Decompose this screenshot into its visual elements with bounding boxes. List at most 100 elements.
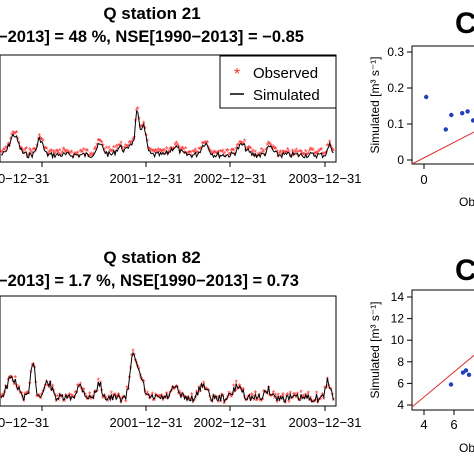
observed-point: * [27, 390, 31, 400]
observed-point: * [24, 390, 28, 400]
observed-point: * [159, 147, 163, 157]
scatter-y-label: Simulated [m³ s⁻¹] [368, 56, 382, 153]
observed-point: * [244, 147, 248, 157]
observed-point: * [326, 141, 330, 151]
observed-point: * [312, 150, 316, 160]
observed-point: * [172, 144, 176, 154]
observed-point: * [81, 148, 85, 158]
observed-point: * [60, 148, 64, 158]
observed-point: * [198, 145, 202, 155]
one-to-one-line [411, 131, 474, 165]
observed-point: * [316, 399, 320, 409]
observed-point: * [86, 396, 90, 406]
scatter-point [443, 127, 448, 132]
observed-point: * [131, 347, 135, 357]
x-tick-label: 2003−12−31 [288, 415, 361, 430]
observed-point: * [128, 139, 132, 149]
observed-point: * [303, 150, 307, 160]
observed-point: * [63, 147, 67, 157]
observed-point: * [332, 147, 336, 157]
scatter-y-axis: 4 6 8 10 12 14 [391, 290, 412, 412]
observed-point: * [200, 145, 204, 155]
scatter-point [466, 372, 472, 377]
observed-point: * [22, 149, 26, 159]
observed-point: * [252, 396, 256, 406]
observed-point: * [180, 390, 184, 400]
observed-point: * [227, 150, 231, 160]
observed-point: * [62, 397, 66, 407]
observed-point: * [164, 394, 168, 404]
observed-point: * [249, 144, 253, 154]
observed-point: * [304, 148, 308, 158]
observed-point: * [308, 147, 312, 157]
observed-point: * [57, 150, 61, 160]
observed-point: * [125, 384, 129, 394]
observed-point: * [201, 140, 205, 150]
observed-point: * [94, 144, 98, 154]
y-tick-label: 10 [391, 333, 405, 347]
observed-point: * [171, 384, 175, 394]
observed-point: * [220, 148, 224, 158]
scatter-y-label: Simulated [m³ s⁻¹] [368, 301, 382, 398]
observed-point: * [144, 391, 148, 401]
observed-point: * [206, 138, 210, 148]
observed-point: * [318, 395, 322, 405]
observed-point: * [250, 391, 254, 401]
observed-point: * [16, 386, 20, 396]
legend: * Observed Simulated [219, 55, 337, 109]
observed-point: * [237, 384, 241, 394]
observed-point: * [202, 140, 206, 150]
observed-point: * [203, 138, 207, 148]
observed-point: * [166, 395, 170, 405]
observed-point: * [256, 395, 260, 405]
observed-point: * [149, 146, 153, 156]
observed-point: * [328, 384, 332, 394]
observed-point: * [112, 143, 116, 153]
scatter-y-axis: 0 0.1 0.2 0.3 [387, 45, 412, 167]
y-tick-label: 0.2 [387, 81, 404, 95]
observed-point: * [29, 368, 33, 378]
simulated-series-line [0, 351, 334, 404]
observed-point: * [56, 392, 60, 402]
legend-simulated-label: Simulated [253, 87, 320, 104]
observed-point: * [56, 147, 60, 157]
observed-point: * [268, 140, 272, 150]
observed-point: * [309, 145, 313, 155]
observed-point: * [88, 389, 92, 399]
observed-point: * [302, 151, 306, 161]
observed-point: * [332, 396, 336, 406]
observed-point: * [48, 147, 52, 157]
observed-point: * [322, 395, 326, 405]
observed-point: * [47, 148, 51, 158]
observed-point: * [219, 398, 223, 408]
x-tick-label: 00−12−31 [0, 415, 49, 430]
observed-point: * [263, 388, 267, 398]
observed-point: * [54, 147, 58, 157]
observed-point: * [100, 139, 104, 149]
observed-point: * [32, 146, 36, 156]
observed-point: * [198, 388, 202, 398]
observed-point: * [323, 149, 327, 159]
panel-letter: C [455, 254, 474, 287]
observed-point: * [58, 146, 62, 156]
observed-point: * [140, 123, 144, 133]
observed-point: * [245, 396, 249, 406]
observed-point: * [12, 381, 16, 391]
observed-point: * [22, 397, 26, 407]
observed-point: * [197, 145, 201, 155]
observed-point: * [255, 396, 259, 406]
chart-subtitle: −2013] = 1.7 %, NSE[1990−2013] = 0.73 [0, 272, 299, 290]
observed-point: * [105, 396, 109, 406]
chart-title: Q station 21 [103, 4, 200, 23]
scatter-point [463, 368, 469, 373]
observed-point: * [161, 147, 165, 157]
observed-point: * [275, 398, 279, 408]
observed-point: * [63, 397, 67, 407]
observed-point: * [237, 141, 241, 151]
observed-point: * [214, 149, 218, 159]
observed-point: * [106, 397, 110, 407]
observed-point: * [232, 146, 236, 156]
observed-point: * [59, 393, 63, 403]
observed-point: * [126, 385, 130, 395]
y-tick-label: 6 [397, 376, 404, 390]
